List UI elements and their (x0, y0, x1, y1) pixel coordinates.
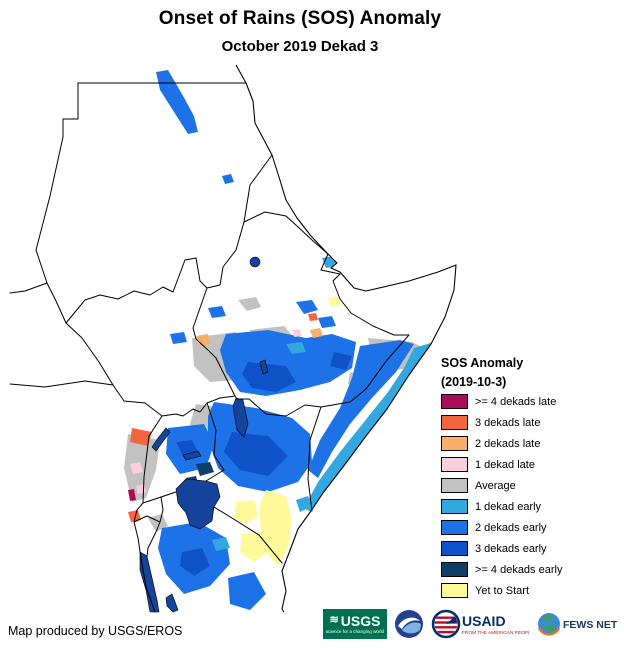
lake-victoria (175, 478, 221, 530)
coastline (235, 64, 457, 613)
usgs-tagline: science for a changing world (325, 628, 385, 634)
legend-entry-label: 2 dekads late (475, 437, 541, 450)
legend-entry: 1 dekad early (441, 499, 623, 514)
legend-entries: >= 4 dekads late 3 dekads late 2 dekads la… (441, 394, 623, 598)
lake-tana (249, 256, 261, 268)
lake-tanganyika (139, 551, 160, 613)
legend-swatch (441, 478, 468, 493)
lake-albert (151, 427, 171, 452)
legend-entry: 1 dekad late (441, 457, 623, 472)
legend-entry: >= 4 dekads early (441, 562, 623, 577)
lake-rukwa (165, 593, 179, 613)
logo-bar: ≋ USGS science for a changing world USAI… (323, 609, 620, 639)
legend-entry-label: 1 dekad late (475, 458, 535, 471)
lake-turkana (232, 397, 249, 438)
legend-entry: >= 4 dekads late (441, 394, 623, 409)
usgs-logo-text: USGS (340, 612, 381, 629)
legend-swatch (441, 436, 468, 451)
legend-entry: Yet to Start (441, 583, 623, 598)
legend-subtitle: (2019-10-3) (441, 375, 507, 389)
legend-entry: 3 dekads late (441, 415, 623, 430)
legend-entry-label: >= 4 dekads late (475, 395, 557, 408)
noaa-sea-icon (402, 622, 421, 634)
legend-entry-label: Yet to Start (475, 584, 530, 597)
legend-entry: 3 dekads early (441, 541, 623, 556)
legend-swatch (441, 499, 468, 514)
legend-entry-label: 1 dekad early (475, 500, 542, 513)
legend-swatch (441, 415, 468, 430)
page-subtitle: October 2019 Dekad 3 (221, 38, 379, 55)
usaid-logo-text: USAID (462, 613, 506, 629)
lakes (139, 256, 269, 613)
usaid-seal-icon (431, 609, 461, 639)
lake-kyoga (182, 450, 202, 461)
map-credit: Map produced by USGS/EROS (8, 624, 183, 638)
legend-entry-label: Average (475, 479, 516, 492)
legend-entry: Average (441, 478, 623, 493)
noaa-bird-icon (398, 617, 420, 629)
legend-swatch (441, 457, 468, 472)
fewsnet-globe-icon (537, 613, 561, 636)
lake-abaya (259, 359, 269, 375)
usgs-logo: ≋ USGS science for a changing world (323, 609, 387, 639)
usaid-tagline: FROM THE AMERICAN PEOPLE (462, 630, 529, 636)
page-title: Onset of Rains (SOS) Anomaly (158, 8, 442, 29)
legend-entry: 2 dekads late (441, 436, 623, 451)
usaid-logo: USAID FROM THE AMERICAN PEOPLE (431, 609, 529, 639)
legend-swatch (441, 562, 468, 577)
noaa-logo (395, 610, 423, 638)
legend-entry-label: >= 4 dekads early (475, 563, 563, 576)
legend-swatch (441, 583, 468, 598)
legend-entry-label: 3 dekads early (475, 542, 547, 555)
legend-swatch (441, 520, 468, 535)
legend-entry-label: 3 dekads late (475, 416, 541, 429)
legend: SOS Anomaly (2019-10-3) >= 4 dekads late… (441, 356, 623, 604)
legend-entry: 2 dekads early (441, 520, 623, 535)
legend-swatch (441, 394, 468, 409)
fewsnet-logo-text: FEWS NET (563, 619, 618, 631)
fewsnet-logo: FEWS NET (537, 613, 618, 636)
country-borders (9, 82, 410, 613)
usgs-wave-icon: ≋ (329, 614, 339, 627)
legend-title: SOS Anomaly (441, 356, 524, 370)
legend-entry-label: 2 dekads early (475, 521, 547, 534)
legend-swatch (441, 541, 468, 556)
anomaly-patches (124, 70, 446, 610)
